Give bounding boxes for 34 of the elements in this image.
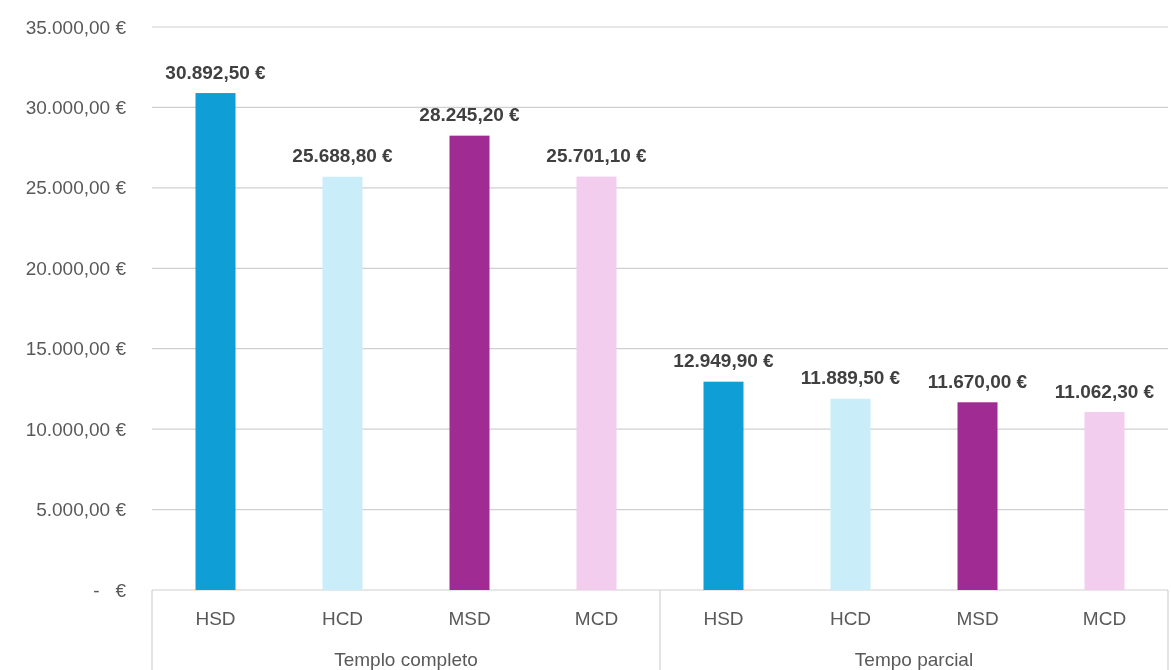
data-label: 30.892,50 € — [165, 61, 267, 83]
y-tick-label: 25.000,00 € — [25, 177, 127, 199]
data-label: 11.670,00 € — [927, 370, 1028, 392]
bar — [703, 381, 744, 590]
series-label: HSD — [195, 607, 236, 629]
bar — [449, 135, 490, 590]
y-tick-label: 20.000,00 € — [25, 257, 127, 279]
y-tick-label: 5.000,00 € — [36, 499, 127, 521]
data-label: 25.688,80 € — [292, 145, 394, 167]
y-tick-label: 10.000,00 € — [25, 418, 127, 440]
data-label: 11.062,30 € — [1054, 380, 1155, 402]
series-label: HCD — [321, 607, 364, 629]
series-label: MCD — [574, 607, 619, 629]
data-label: 28.245,20 € — [419, 104, 521, 126]
text: HCD — [829, 607, 872, 629]
data-label: 12.949,90 € — [673, 350, 775, 372]
series-label: MSD — [448, 607, 491, 629]
x-tick-label: Templo completo — [334, 648, 478, 670]
bar — [576, 176, 617, 590]
bar — [195, 93, 236, 590]
y-tick-label: 30.000,00 € — [25, 96, 127, 118]
bar — [957, 402, 998, 590]
bar — [1084, 412, 1125, 590]
y-tick-label: - € — [93, 579, 127, 601]
data-label: 25.701,10 € — [546, 145, 648, 167]
text: MSD — [956, 607, 999, 629]
data-label: 11.889,50 € — [800, 367, 901, 389]
bar — [830, 398, 871, 590]
text: MCD — [1082, 607, 1127, 629]
y-tick-label: 35.000,00 € — [25, 16, 127, 38]
bar — [322, 176, 363, 590]
y-tick-label: 15.000,00 € — [25, 338, 127, 360]
text: HSD — [703, 607, 744, 629]
x-tick-label: Tempo parcial — [854, 648, 974, 670]
